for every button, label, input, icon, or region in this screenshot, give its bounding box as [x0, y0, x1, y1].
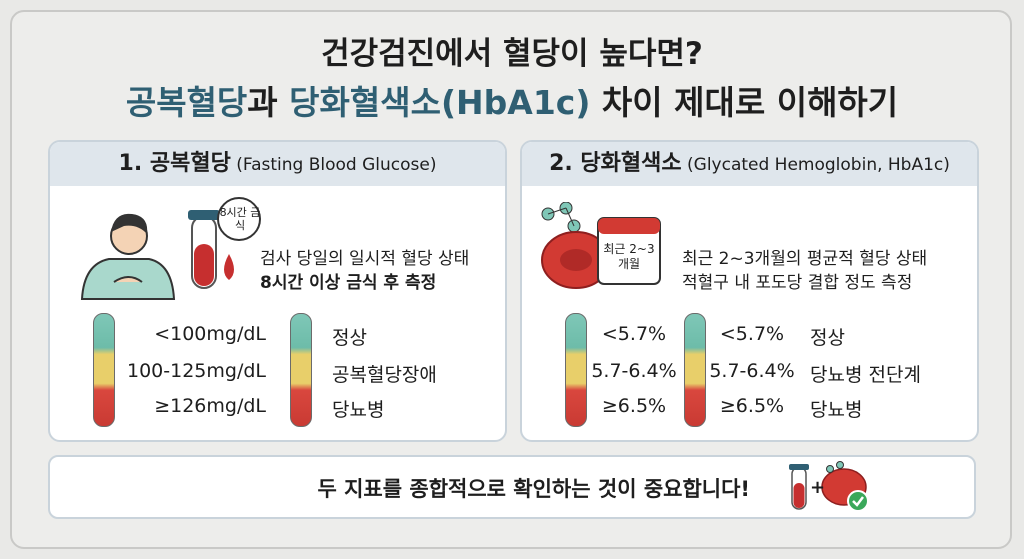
title: 건강검진에서 혈당이 높다면? — [321, 36, 703, 72]
footer-text: 두 지표를 종합적으로 확인하는 것이 중요합니다! — [317, 477, 750, 501]
range-label: 당뇨병 — [810, 399, 863, 421]
description: 8시간 이상 금식 후 측정 — [260, 273, 437, 293]
title-part: 과 — [247, 83, 290, 122]
gauge — [684, 313, 706, 427]
subheading: (Fasting Blood Glucose) — [230, 155, 437, 175]
footer: 두 지표를 종합적으로 확인하는 것이 중요합니다! + — [48, 455, 976, 519]
footer-icon — [789, 461, 869, 512]
range-label: 정상 — [332, 327, 367, 349]
heading: 2. 당화혈색소 — [549, 151, 682, 176]
title-part: 차이 제대로 이해하기 — [590, 83, 899, 122]
range: ≥6.5% — [601, 395, 667, 417]
range-label: 정상 — [810, 327, 845, 349]
range: ≥6.5% — [719, 395, 785, 417]
range-label: 당뇨병 — [332, 399, 385, 421]
icon-label: 8시간 금식 — [219, 206, 261, 232]
range: 5.7-6.4% — [591, 360, 677, 382]
description: 적혈구 내 포도당 결합 정도 측정 — [682, 273, 913, 293]
range: 100-125mg/dL — [126, 360, 266, 382]
heading: 1. 공복혈당 — [118, 151, 231, 176]
range: 5.7-6.4% — [709, 360, 795, 382]
title-accent: 공복혈당 — [125, 83, 248, 122]
panel: 2. 당화혈색소 (Glycated Hemoglobin, HbA1c) 최근… — [520, 140, 979, 442]
panel-header: 1. 공복혈당 (Fasting Blood Glucose) — [50, 142, 505, 186]
icon-cell-calendar — [541, 202, 661, 289]
footer-plus: + — [810, 477, 826, 498]
description: 최근 2~3개월의 평균적 혈당 상태 — [682, 249, 928, 269]
gauge — [565, 313, 587, 427]
panel-header: 2. 당화혈색소 (Glycated Hemoglobin, HbA1c) — [522, 142, 977, 186]
range: <5.7% — [719, 323, 785, 345]
range-label: 당뇨병 전단계 — [810, 364, 921, 386]
range-label: 공복혈당장애 — [332, 364, 437, 386]
icon-person — [80, 197, 261, 300]
gauge — [290, 313, 312, 427]
panel: 1. 공복혈당 (Fasting Blood Glucose) 8시간 금식 검… — [48, 140, 507, 442]
subtitle: 공복혈당과 당화혈색소(HbA1c) 차이 제대로 이해하기 — [0, 76, 1024, 124]
subheading: (Glycated Hemoglobin, HbA1c) — [681, 155, 950, 175]
range: <5.7% — [601, 323, 667, 345]
range: <100mg/dL — [154, 323, 266, 345]
range: ≥126mg/dL — [154, 395, 266, 417]
description: 검사 당일의 일시적 혈당 상태 — [260, 249, 470, 269]
icon-label: 최근 2~3개월 — [603, 242, 655, 271]
title-accent: 당화혈색소(HbA1c) — [289, 83, 591, 122]
gauge — [93, 313, 115, 427]
